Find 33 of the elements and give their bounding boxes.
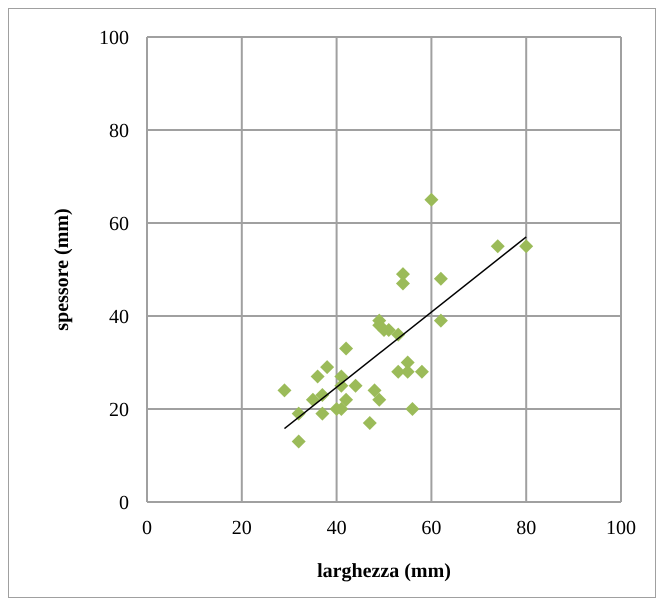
point <box>310 369 325 384</box>
x-axis-title: larghezza (mm) <box>317 560 451 582</box>
point <box>277 383 292 398</box>
x-tick-label: 20 <box>232 517 252 540</box>
x-tick-label: 60 <box>421 517 442 540</box>
y-tick-label: 40 <box>109 306 129 328</box>
x-tick-label: 100 <box>606 517 636 540</box>
point <box>320 360 334 374</box>
y-tick-label: 80 <box>109 120 129 142</box>
point <box>519 239 534 254</box>
x-tick-label: 40 <box>326 517 347 540</box>
y-tick-label: 0 <box>119 492 129 514</box>
y-tick-label: 20 <box>109 399 129 422</box>
point <box>339 392 354 407</box>
point <box>414 364 429 379</box>
point <box>368 383 382 398</box>
point <box>434 314 448 328</box>
point <box>490 239 505 254</box>
point <box>405 402 420 416</box>
point <box>292 434 306 449</box>
point <box>348 378 363 393</box>
point <box>362 416 377 430</box>
x-tick-label: 80 <box>516 517 536 540</box>
x-tick-label: 0 <box>142 517 152 540</box>
y-axis-title: spessore (mm) <box>51 208 74 331</box>
point <box>424 192 438 207</box>
point <box>434 272 448 286</box>
y-tick-label: 60 <box>109 213 129 236</box>
y-tick-label: 100 <box>99 27 129 50</box>
point <box>372 392 386 407</box>
point <box>339 342 354 356</box>
point <box>306 392 320 407</box>
point <box>315 406 330 421</box>
